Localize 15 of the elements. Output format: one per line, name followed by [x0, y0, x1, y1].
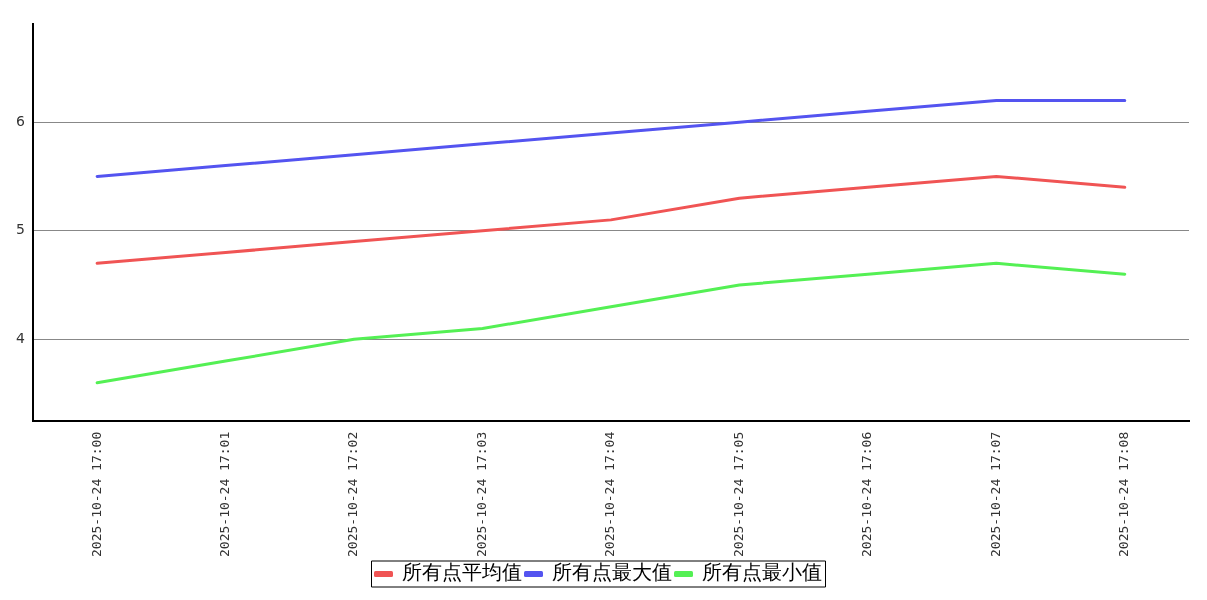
x-tick-label: 2025-10-24 17:06: [859, 431, 875, 558]
x-tick-label: 2025-10-24 17:01: [216, 431, 232, 558]
legend-label: 所有点最大值: [551, 560, 672, 585]
x-tick-label: 2025-10-24 17:05: [730, 431, 746, 558]
x-tick-label: 2025-10-24 17:02: [345, 431, 361, 558]
legend-label: 所有点最小值: [701, 560, 822, 585]
x-tick-label: 2025-10-24 17:00: [88, 431, 104, 558]
y-tick-label: 4: [15, 329, 25, 346]
y-tick-label: 6: [15, 112, 25, 129]
legend-label: 所有点平均值: [401, 560, 522, 585]
x-tick-label: 2025-10-24 17:04: [602, 431, 618, 558]
x-tick-label: 2025-10-24 17:03: [473, 431, 489, 558]
x-tick-label: 2025-10-24 17:07: [987, 431, 1003, 558]
y-tick-label: 5: [15, 221, 25, 238]
x-tick-label: 2025-10-24 17:08: [1116, 431, 1132, 558]
